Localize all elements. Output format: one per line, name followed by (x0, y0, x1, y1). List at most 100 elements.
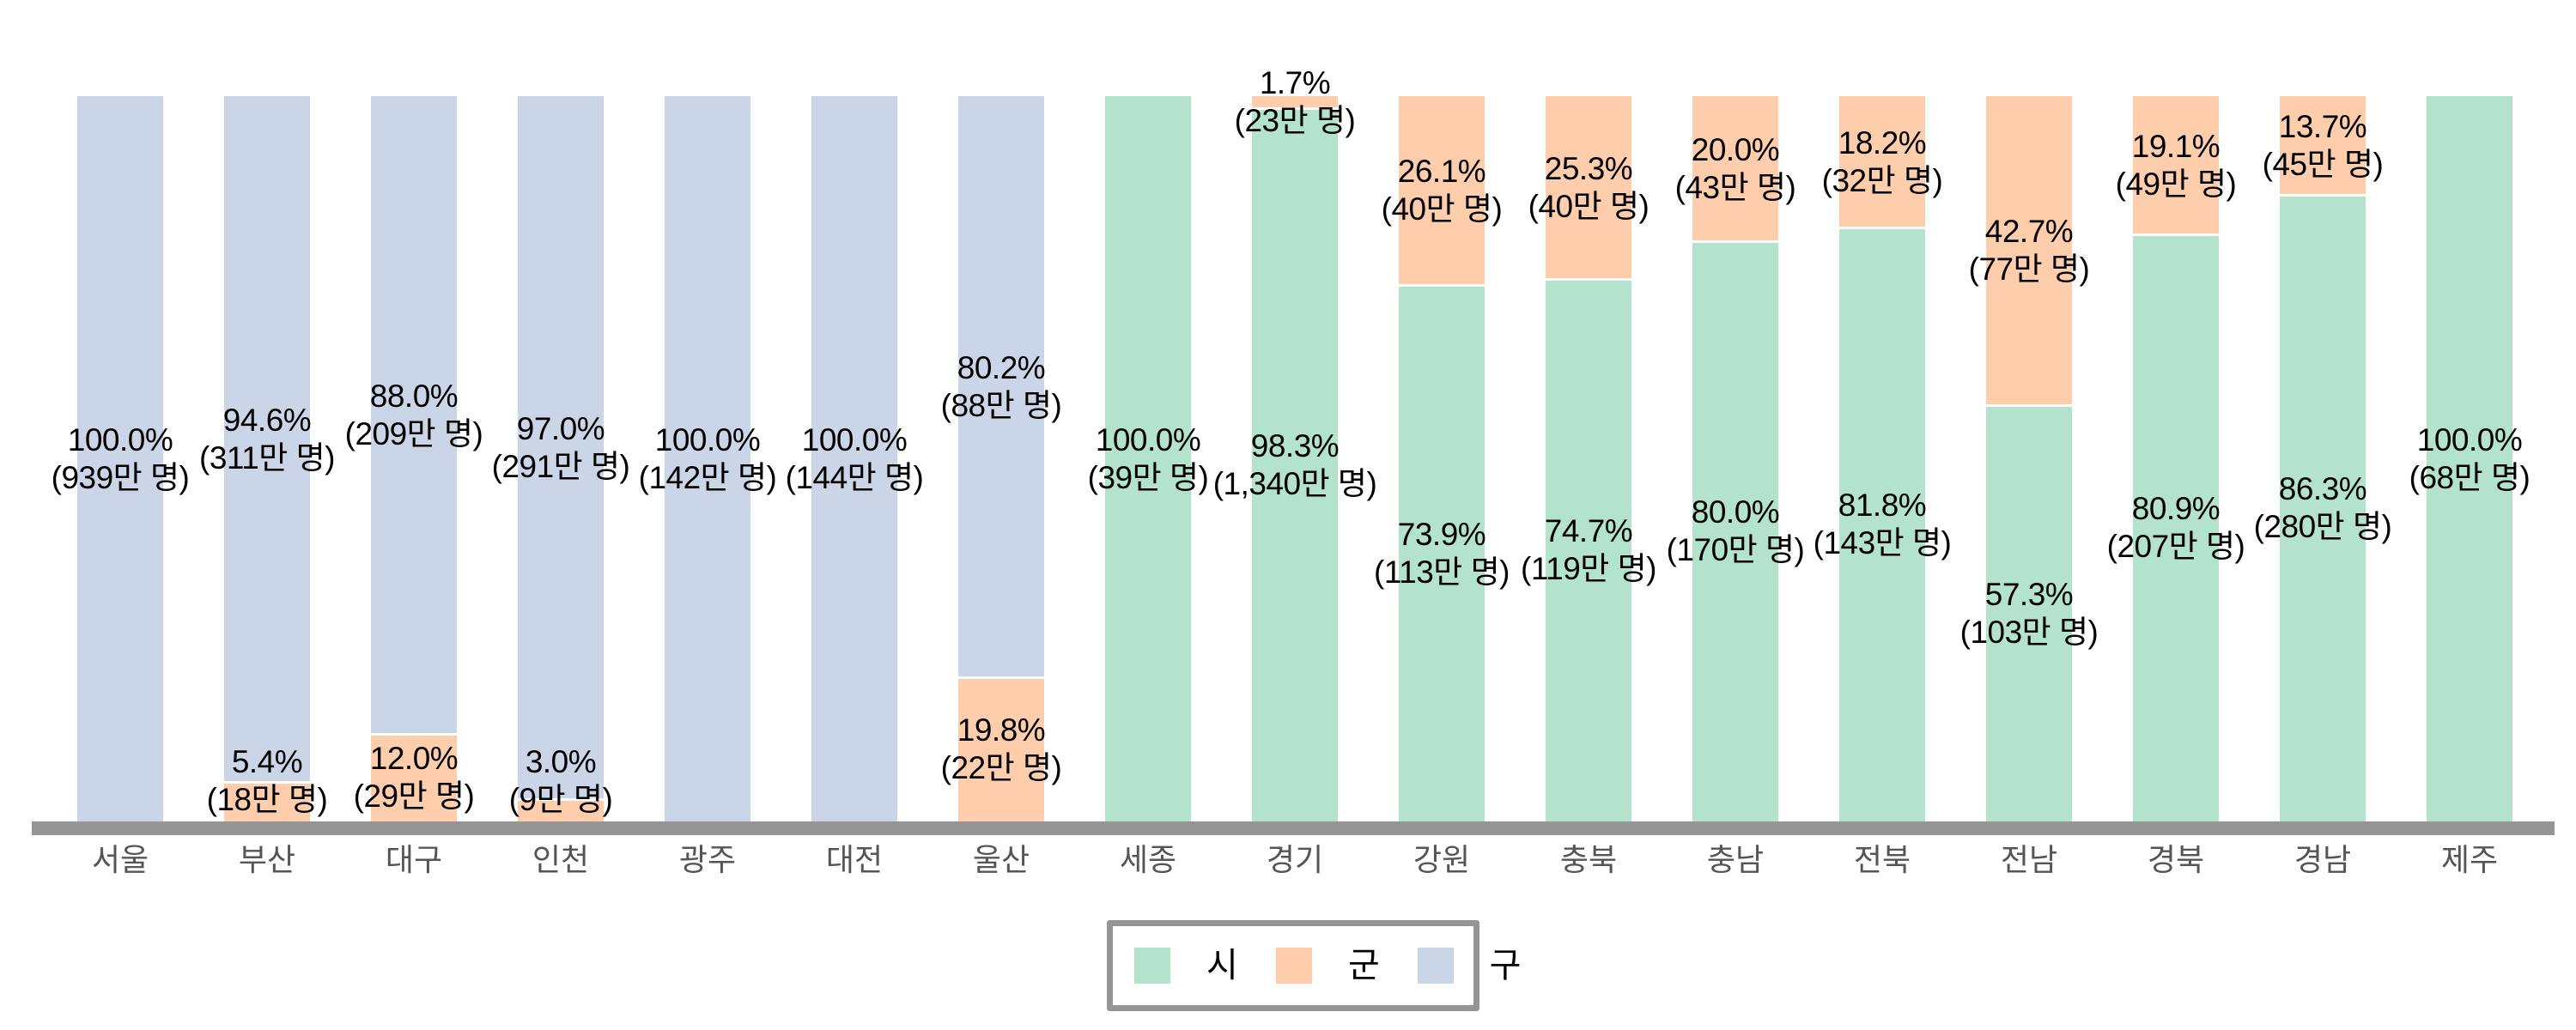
data-label: 80.0% (170만 명) (1632, 494, 1838, 569)
x-tick-label: 충북 (1559, 842, 1618, 877)
bar-segment-군 (224, 782, 310, 821)
bar-2 (371, 96, 457, 821)
segment-separator (224, 780, 310, 784)
data-label-percent: 42.7% (1984, 214, 2074, 250)
data-label-percent: 5.4% (231, 744, 303, 779)
bar-segment-시 (1839, 227, 1925, 821)
x-tick-label: 강원 (1413, 842, 1471, 877)
data-label: 100.0% (144만 명) (751, 421, 957, 497)
bar-4 (665, 96, 750, 821)
bar-13 (1986, 96, 2072, 821)
x-tick-label: 경남 (2293, 842, 2352, 877)
legend-label-gun: 군 (1347, 947, 1380, 985)
data-label-percent: 80.2% (957, 349, 1046, 385)
data-label: 80.9% (207만 명) (2073, 490, 2279, 566)
data-label-population: (311만 명) (199, 439, 336, 476)
data-label-population: (119만 명) (1521, 551, 1657, 587)
data-label: 12.0% (29만 명) (311, 740, 517, 815)
data-label-population: (9만 명) (508, 782, 613, 817)
data-label: 19.8% (22만 명) (898, 712, 1104, 787)
data-label: 80.2% (88만 명) (898, 349, 1104, 425)
data-label-percent: 80.0% (1691, 494, 1780, 530)
x-tick-label: 충남 (1706, 842, 1765, 877)
data-label: 42.7% (77만 명) (1926, 213, 2132, 288)
data-label-population: (143만 명) (1813, 525, 1952, 561)
bar-segment-구 (371, 96, 457, 735)
data-label-population: (280만 명) (2253, 509, 2392, 545)
segment-separator (1399, 284, 1485, 288)
x-tick-label: 전남 (2000, 842, 2058, 877)
data-label: 97.0% (291만 명) (458, 410, 664, 486)
segment-separator (1252, 106, 1338, 110)
legend-label-gu: 구 (1489, 947, 1522, 985)
data-label: 100.0% (142만 명) (605, 421, 811, 497)
x-axis-line (32, 821, 2555, 835)
legend: 시 군 구 (1107, 920, 1521, 1011)
bar-segment-군 (1692, 96, 1778, 241)
data-label-population: (40만 명) (1381, 191, 1503, 227)
bar-6 (958, 96, 1044, 821)
bar-11 (1692, 96, 1778, 821)
bar-16 (2427, 96, 2512, 821)
bar-segment-구 (958, 96, 1044, 678)
bar-segment-구 (77, 96, 163, 821)
data-label-population: (939만 명) (51, 459, 190, 495)
data-label-percent: 100.0% (67, 421, 173, 457)
data-label-percent: 26.1% (1397, 154, 1486, 190)
segment-separator (2280, 194, 2366, 197)
data-label-percent: 98.3% (1250, 427, 1340, 464)
x-tick-label: 울산 (972, 842, 1030, 877)
data-label-population: (170만 명) (1666, 532, 1805, 567)
data-label: 100.0% (68만 명) (2366, 421, 2573, 497)
data-label: 100.0% (39만 명) (1045, 421, 1251, 497)
bar-segment-군 (1546, 96, 1631, 280)
bar-9 (1399, 96, 1485, 821)
x-tick-label: 전북 (1853, 842, 1911, 877)
data-label-percent: 100.0% (2416, 421, 2523, 457)
x-tick-label: 세종 (1119, 842, 1177, 877)
data-label: 1.7% (23만 명) (1192, 64, 1398, 140)
legend-label-si: 시 (1206, 947, 1238, 985)
x-tick-label: 서울 (91, 842, 149, 877)
bar-5 (811, 96, 897, 821)
data-label: 88.0% (209만 명) (311, 378, 517, 453)
data-label-population: (22만 명) (940, 750, 1062, 786)
data-label: 98.3% (1,340만 명) (1192, 427, 1398, 503)
segment-separator (1692, 239, 1778, 243)
data-label: 18.2% (32만 명) (1779, 124, 1985, 200)
data-label-percent: 3.0% (525, 744, 597, 779)
data-label: 94.6% (311만 명) (164, 402, 370, 477)
data-label: 19.1% (49만 명) (2073, 128, 2279, 203)
data-label-population: (32만 명) (1821, 162, 1943, 198)
data-label-percent: 80.9% (2131, 491, 2221, 527)
bar-0 (77, 96, 163, 821)
data-label-population: (43만 명) (1674, 169, 1796, 205)
legend-item-gu: 구 (1417, 947, 1522, 985)
bar-segment-군 (958, 677, 1044, 821)
data-label-percent: 100.0% (654, 421, 761, 457)
data-label-percent: 19.1% (2131, 128, 2221, 164)
data-label-percent: 94.6% (222, 402, 312, 438)
bar-segment-시 (2133, 234, 2219, 821)
segment-separator (518, 798, 604, 802)
data-label-percent: 12.0% (369, 741, 459, 777)
data-label: 81.8% (143만 명) (1779, 487, 1985, 562)
data-label-percent: 100.0% (1095, 421, 1201, 457)
bar-segment-구 (811, 96, 897, 821)
data-label: 25.3% (40만 명) (1485, 150, 1692, 226)
data-label-population: (77만 명) (1968, 251, 2090, 288)
segment-separator (1986, 404, 2072, 408)
bar-segment-구 (518, 96, 604, 800)
data-label-population: (23만 명) (1234, 103, 1356, 139)
bar-15 (2280, 96, 2366, 821)
data-label-percent: 100.0% (801, 421, 908, 457)
data-label-population: (209만 명) (344, 415, 483, 451)
segment-separator (1546, 278, 1631, 282)
data-label-population: (144만 명) (785, 459, 924, 495)
bar-segment-군 (1252, 96, 1338, 109)
bar-segment-시 (1252, 108, 1338, 821)
data-label-percent: 73.9% (1397, 516, 1486, 552)
bar-segment-시 (1399, 285, 1485, 821)
segment-separator (958, 676, 1044, 680)
data-label-percent: 18.2% (1838, 124, 1927, 161)
